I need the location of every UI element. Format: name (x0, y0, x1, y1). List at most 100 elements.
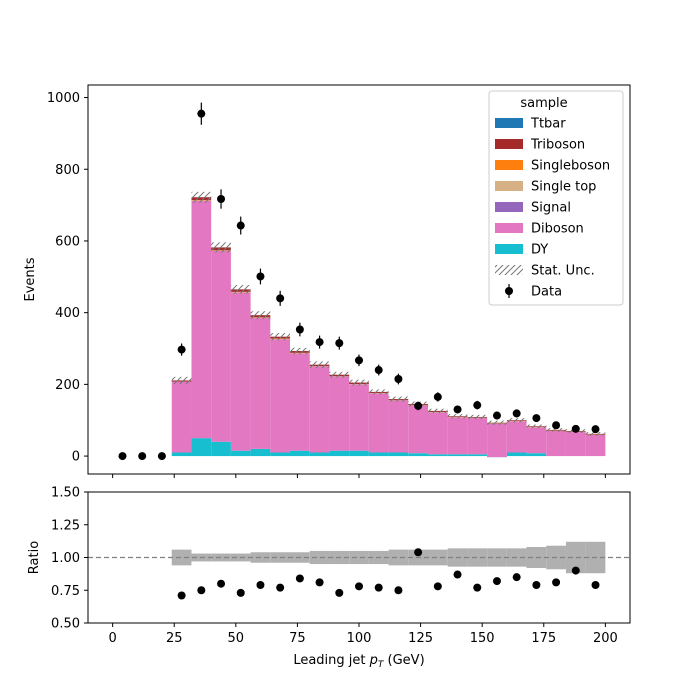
legend-label-ttbar: Ttbar (530, 117, 566, 132)
stacked-histogram (171, 197, 606, 458)
data-point (591, 425, 600, 434)
x-tick-label: 50 (228, 631, 245, 646)
ratio-y-tick-label: 0.75 (51, 584, 80, 599)
legend-label-data: Data (531, 285, 562, 300)
stat-unc-bin (506, 418, 527, 423)
legend-title: sample (520, 96, 567, 111)
legend-swatch-single-top (495, 181, 523, 191)
data-point (217, 195, 226, 204)
stat-unc-bin (250, 311, 271, 320)
x-tick-label: 125 (408, 631, 433, 646)
bar-diboson (506, 421, 527, 453)
ratio-point (355, 582, 363, 591)
bar-diboson (349, 384, 369, 451)
ratio-point (256, 581, 265, 590)
bar-diboson (270, 339, 291, 453)
legend-swatch-stat-unc (495, 265, 523, 275)
y-tick-label: 200 (55, 378, 80, 393)
bar-diboson (447, 417, 468, 455)
legend-swatch-triboson (495, 139, 523, 149)
x-tick-label: 150 (470, 631, 495, 646)
y-tick-label: 0 (72, 450, 80, 465)
bar-dy (349, 450, 369, 457)
y-tick-label: 800 (55, 163, 80, 178)
bar-diboson (388, 400, 409, 453)
ratio-point (315, 578, 324, 587)
x-tick-label: 200 (593, 631, 618, 646)
bar-dy (408, 453, 428, 457)
stat-unc-bin (171, 376, 192, 385)
data-point (571, 424, 580, 433)
ratio-point (295, 574, 304, 583)
bar-dy (230, 450, 251, 457)
bar-diboson (309, 366, 330, 453)
legend-swatch-ttbar (495, 118, 523, 128)
y-axis-label: Events (23, 257, 38, 301)
legend: sample Ttbar Triboson Singleboson Single top… (488, 90, 624, 306)
y-tick-label: 1000 (47, 91, 80, 106)
ratio-point (374, 583, 383, 592)
bar-diboson (467, 418, 488, 455)
x-tick-label: 75 (289, 631, 306, 646)
data-point (453, 405, 462, 414)
stat-unc-bin (447, 414, 468, 419)
ratio-point (492, 577, 501, 586)
bar-dy (368, 452, 389, 457)
ratio-band-bin (388, 549, 409, 566)
data-point (473, 401, 482, 410)
ratio-point (276, 583, 285, 592)
data-point (177, 345, 186, 354)
stat-unc-bin (349, 379, 369, 386)
data-point (197, 109, 206, 118)
bar-diboson (171, 381, 192, 453)
bar-dy (191, 438, 212, 457)
ratio-band-bin (211, 553, 231, 562)
data-point (335, 339, 344, 348)
bar-diboson (290, 353, 310, 451)
data-point (414, 401, 423, 410)
stat-unc-bin (526, 424, 547, 429)
ratio-point (414, 548, 423, 557)
ratio-y-axis-label: Ratio (27, 541, 42, 574)
legend-label-stat-unc: Stat. Unc. (531, 264, 595, 279)
stat-unc-bin (487, 420, 507, 425)
x-axis-label: Leading jet pT (GeV) (293, 653, 424, 670)
ratio-point (335, 588, 344, 597)
stat-unc-bin (270, 333, 291, 341)
ratio-point (394, 586, 403, 595)
bar-diboson (408, 405, 428, 454)
ratio-points (177, 548, 600, 600)
bar-dy (506, 452, 527, 457)
data-point (276, 294, 285, 303)
data-point (374, 366, 383, 375)
ratio-y-tick-label: 1.25 (51, 518, 80, 533)
stat-unc-bin (290, 347, 310, 355)
data-point (492, 411, 501, 420)
bar-dy (309, 452, 330, 457)
legend-label-dy: DY (531, 243, 548, 258)
ratio-y-tick-label: 1.50 (51, 486, 80, 501)
x-tick-label: 100 (347, 631, 372, 646)
x-tick-label: 25 (166, 631, 183, 646)
bar-dy (211, 441, 231, 457)
bar-diboson (329, 376, 350, 451)
y-tick-label: 400 (55, 306, 80, 321)
ratio-point (217, 579, 226, 588)
bar-dy (427, 454, 448, 457)
stat-unc-bin (585, 432, 606, 436)
ratio-point (512, 573, 521, 582)
ratio-point (236, 588, 245, 597)
stat-unc-bin (427, 408, 448, 414)
stat-unc-bin (211, 242, 231, 253)
ratio-point (197, 586, 206, 595)
data-point (315, 338, 324, 347)
bar-dy (270, 452, 291, 457)
bar-dy (526, 453, 547, 457)
data-point (138, 452, 147, 461)
stat-unc-bin (309, 361, 330, 368)
bar-dy (467, 454, 488, 457)
bar-dy (250, 448, 271, 457)
bar-diboson (427, 412, 448, 455)
ratio-axis-ticks: 0.50 0.75 1.00 1.25 1.50 0 25 50 75 100 125 150 175 2… (51, 486, 618, 647)
